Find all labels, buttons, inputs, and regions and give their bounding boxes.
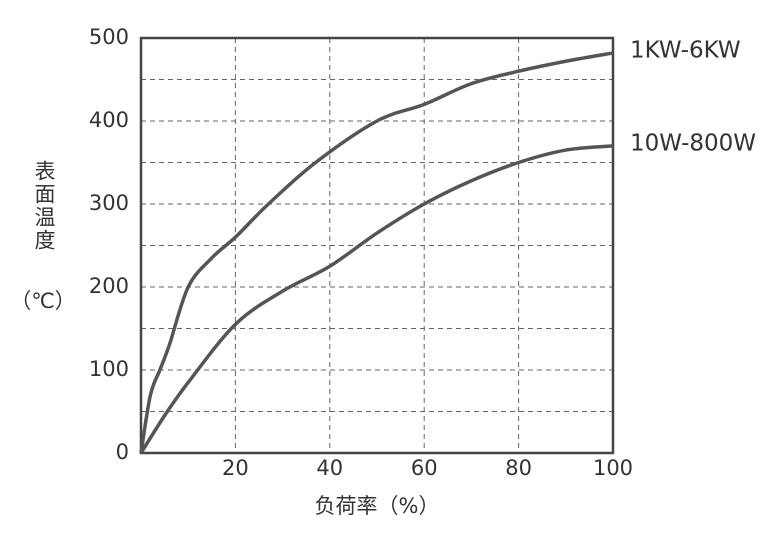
x-tick-label: 80 [505,456,532,480]
x-axis-label: 负荷率（%） [315,494,440,518]
y-axis-unit: （℃） [10,289,76,313]
series-label: 1KW-6KW [630,37,741,63]
y-tick-label: 0 [116,440,129,464]
y-tick-label: 100 [89,357,129,381]
x-tick-label: 60 [411,456,438,480]
series-line [139,51,614,454]
y-tick-label: 400 [89,108,129,132]
y-axis-label: 表面温度 [32,160,56,252]
y-tick-label: 200 [89,274,129,298]
x-tick-label: 40 [316,456,343,480]
x-tick-label: 20 [222,456,249,480]
plot-frame [139,36,615,455]
series-line [139,144,614,454]
y-tick-label: 500 [89,25,129,49]
series-label: 10W-800W [630,130,756,156]
y-tick-label: 300 [89,191,129,215]
x-tick-label: 100 [593,456,633,480]
